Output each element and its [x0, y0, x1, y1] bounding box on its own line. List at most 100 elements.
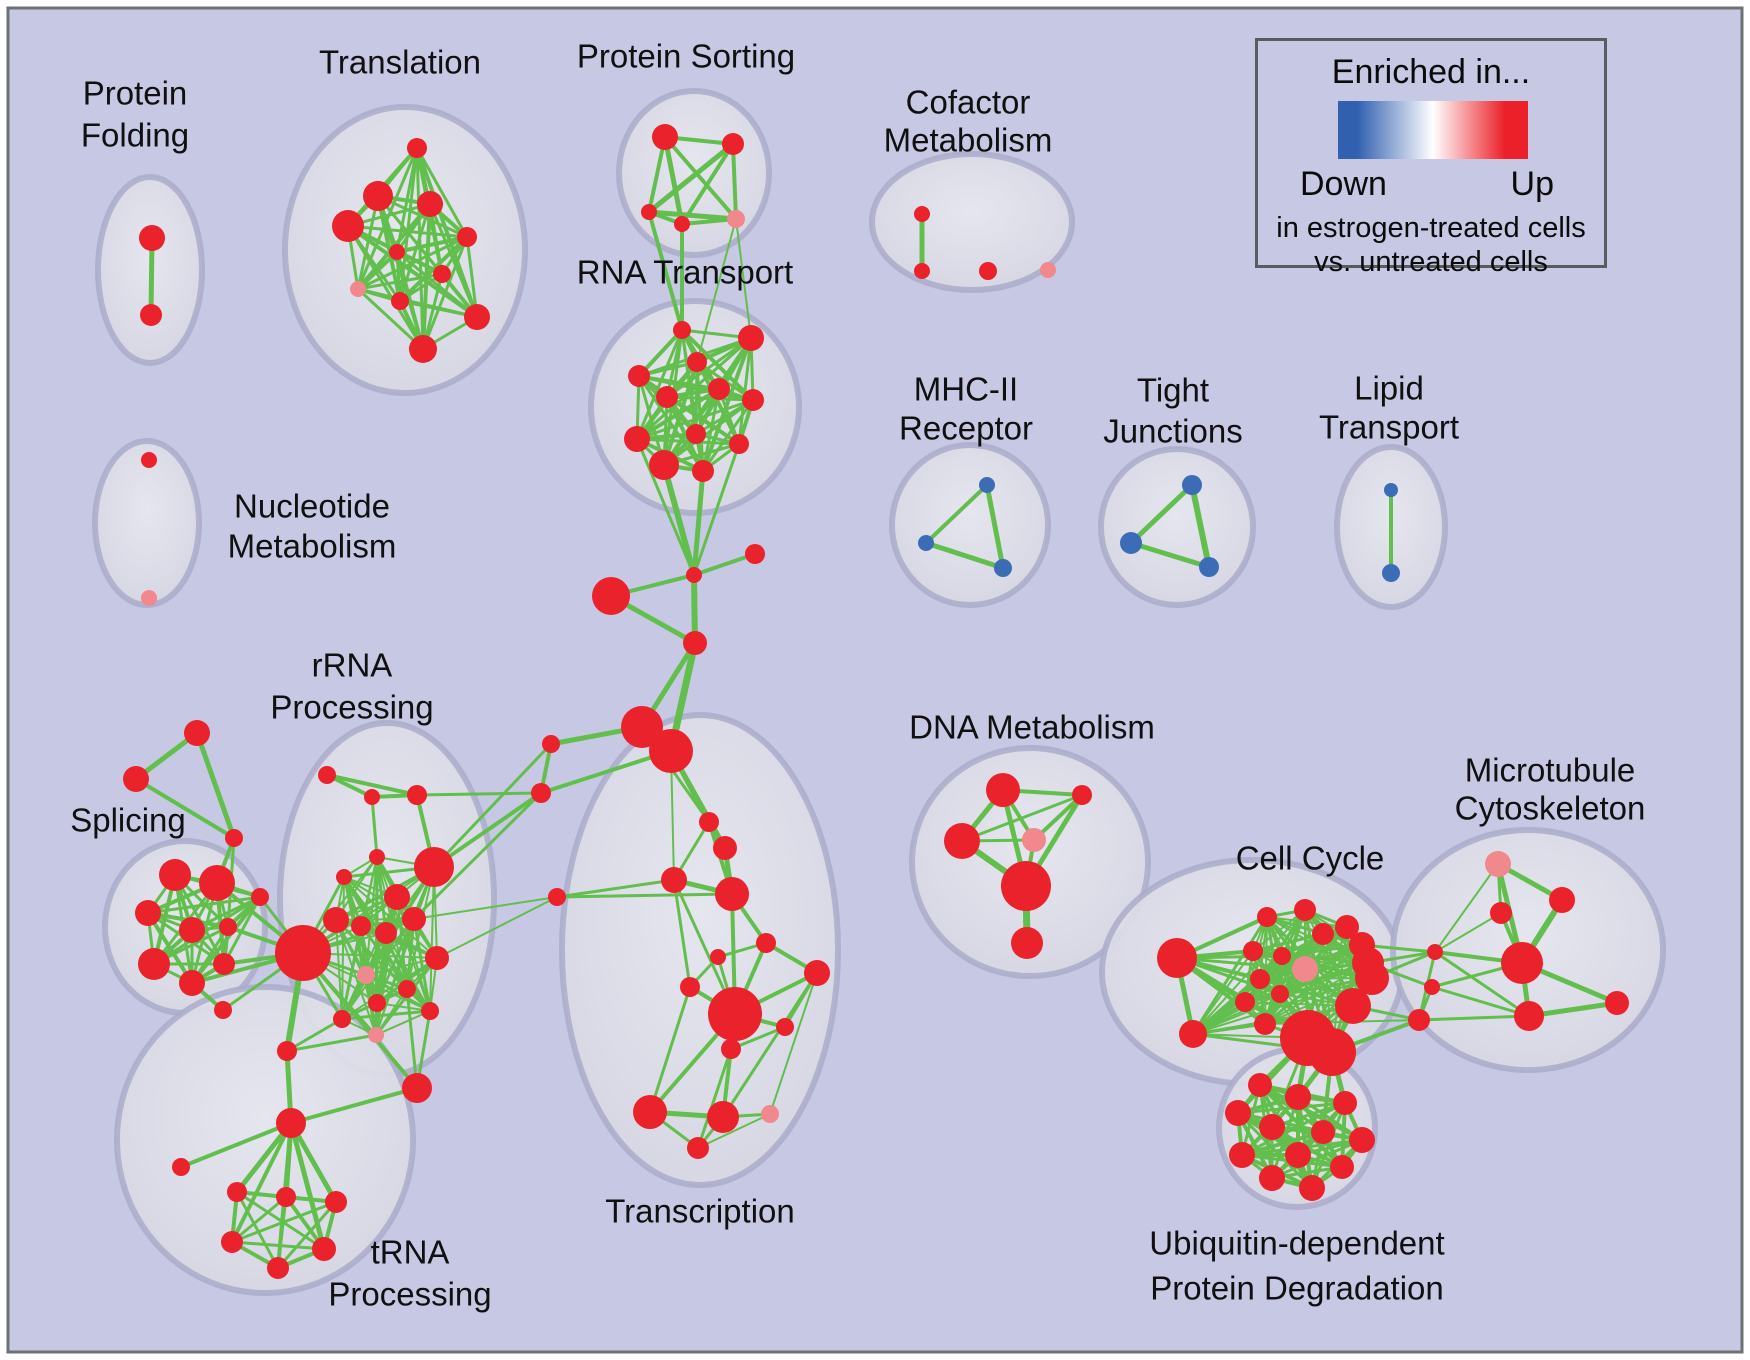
gene-set-node-splicing-2[interactable]: [135, 900, 161, 926]
gene-set-node-splicing-5[interactable]: [251, 888, 269, 906]
gene-set-node-rrna-processing-16[interactable]: [333, 1010, 351, 1028]
gene-set-node-connectors-8[interactable]: [548, 888, 566, 906]
gene-set-node-rrna-processing-7[interactable]: [323, 907, 349, 933]
gene-set-node-cell-cycle-12[interactable]: [1235, 992, 1255, 1012]
gene-set-node-ubiquitin-degradation-2[interactable]: [1225, 1100, 1251, 1126]
gene-set-node-microtubule-cytoskeleton-2[interactable]: [1490, 902, 1512, 924]
gene-set-node-rrna-processing-2[interactable]: [407, 785, 427, 805]
gene-set-node-translation-8[interactable]: [391, 292, 409, 310]
gene-set-node-transcription-13[interactable]: [761, 1105, 779, 1123]
gene-set-node-trna-processing-1[interactable]: [227, 1182, 247, 1202]
gene-set-node-mhc-ii-receptor-0[interactable]: [979, 477, 995, 493]
gene-set-node-ubiquitin-degradation-6[interactable]: [1349, 1127, 1375, 1153]
gene-set-node-connectors-0[interactable]: [686, 567, 702, 583]
gene-set-node-connectors-6[interactable]: [542, 735, 560, 753]
gene-set-node-rrna-processing-12[interactable]: [425, 946, 449, 970]
gene-set-node-ubiquitin-degradation-1[interactable]: [1285, 1084, 1311, 1110]
gene-set-node-rna-transport-1[interactable]: [738, 325, 764, 351]
gene-set-node-cell-cycle-18[interactable]: [1355, 961, 1389, 995]
gene-set-node-transcription-1[interactable]: [713, 836, 737, 860]
gene-set-node-connectors-1[interactable]: [745, 544, 765, 564]
gene-set-node-transcription-10[interactable]: [721, 1039, 741, 1059]
gene-set-node-cell-cycle-2[interactable]: [1294, 899, 1316, 921]
gene-set-node-nucleotide-metabolism-1[interactable]: [141, 590, 157, 606]
gene-set-node-dna-metabolism-3[interactable]: [1022, 828, 1046, 852]
gene-set-node-cell-cycle-8[interactable]: [1292, 956, 1318, 982]
gene-set-node-rrna-processing-8[interactable]: [351, 916, 371, 936]
gene-set-node-dna-metabolism-2[interactable]: [944, 823, 980, 859]
gene-set-node-splicing-6[interactable]: [138, 948, 170, 980]
gene-set-node-translation-4[interactable]: [457, 227, 477, 247]
gene-set-node-cofactor-metabolism-2[interactable]: [979, 262, 997, 280]
gene-set-node-cofactor-metabolism-3[interactable]: [1040, 262, 1056, 278]
gene-set-node-mhc-ii-receptor-2[interactable]: [994, 559, 1012, 577]
gene-set-node-transcription-8[interactable]: [804, 960, 830, 986]
gene-set-node-splicing-4[interactable]: [219, 918, 237, 936]
gene-set-node-cofactor-metabolism-1[interactable]: [914, 263, 930, 279]
gene-set-node-translation-9[interactable]: [464, 304, 490, 330]
gene-set-node-cell-cycle-7[interactable]: [1273, 947, 1291, 965]
gene-set-node-ubiquitin-degradation-9[interactable]: [1330, 1155, 1354, 1179]
gene-set-node-transcription-9[interactable]: [776, 1018, 794, 1036]
gene-set-node-microtubule-cytoskeleton-6[interactable]: [1514, 1001, 1544, 1031]
gene-set-node-microtubule-cytoskeleton-0[interactable]: [1485, 851, 1511, 877]
gene-set-node-trna-processing-4[interactable]: [221, 1231, 243, 1253]
gene-set-node-splicing-3[interactable]: [179, 917, 205, 943]
gene-set-node-rna-transport-3[interactable]: [628, 365, 650, 387]
gene-set-node-cell-cycle-13[interactable]: [1254, 1013, 1276, 1035]
gene-set-node-tight-junctions-2[interactable]: [1199, 557, 1219, 577]
gene-set-node-trna-processing-5[interactable]: [312, 1237, 336, 1261]
gene-set-node-transcription-7[interactable]: [708, 987, 762, 1041]
gene-set-node-transcription-5[interactable]: [710, 949, 726, 965]
gene-set-node-cell-cycle-1[interactable]: [1257, 907, 1277, 927]
gene-set-node-rna-transport-7[interactable]: [624, 426, 650, 452]
gene-set-node-ubiquitin-degradation-8[interactable]: [1285, 1142, 1311, 1168]
gene-set-node-translation-3[interactable]: [332, 210, 364, 242]
gene-set-node-ubiquitin-degradation-4[interactable]: [1259, 1114, 1285, 1140]
gene-set-node-rrna-processing-4[interactable]: [336, 869, 352, 885]
gene-set-node-transcription-0[interactable]: [699, 812, 719, 832]
gene-set-node-rrna-processing-18[interactable]: [368, 1027, 384, 1043]
gene-set-node-trna-processing-2[interactable]: [276, 1187, 296, 1207]
gene-set-node-lipid-transport-1[interactable]: [1382, 564, 1400, 582]
gene-set-node-tight-junctions-1[interactable]: [1120, 532, 1142, 554]
gene-set-node-transcription-14[interactable]: [687, 1137, 709, 1159]
gene-set-node-transcription-2[interactable]: [661, 867, 687, 893]
gene-set-node-translation-2[interactable]: [417, 191, 443, 217]
gene-set-node-dna-metabolism-5[interactable]: [1011, 927, 1043, 959]
gene-set-node-splicing-0[interactable]: [159, 859, 191, 891]
gene-set-node-mhc-ii-receptor-1[interactable]: [918, 535, 934, 551]
gene-set-node-rna-transport-5[interactable]: [708, 378, 730, 400]
gene-set-node-nucleotide-metabolism-0[interactable]: [141, 452, 157, 468]
gene-set-node-connectors-7[interactable]: [531, 783, 551, 803]
gene-set-node-ubiquitin-degradation-11[interactable]: [1299, 1175, 1325, 1201]
gene-set-node-cell-cycle-17[interactable]: [1335, 988, 1371, 1024]
gene-set-node-transcription-6[interactable]: [680, 977, 700, 997]
gene-set-node-rrna-processing-11[interactable]: [275, 925, 331, 981]
gene-set-node-trna-processing-0[interactable]: [276, 1108, 306, 1138]
gene-set-node-cell-cycle-4[interactable]: [1335, 915, 1359, 939]
gene-set-node-connectors-3[interactable]: [683, 631, 707, 655]
gene-set-node-rrna-processing-13[interactable]: [357, 966, 375, 984]
gene-set-node-microtubule-cytoskeleton-3[interactable]: [1427, 944, 1443, 960]
gene-set-node-translation-10[interactable]: [409, 335, 437, 363]
gene-set-node-microtubule-cytoskeleton-8[interactable]: [1408, 1009, 1430, 1031]
gene-set-node-protein-folding-0[interactable]: [139, 225, 165, 251]
gene-set-node-microtubule-cytoskeleton-1[interactable]: [1549, 887, 1575, 913]
gene-set-node-ubiquitin-degradation-10[interactable]: [1259, 1165, 1285, 1191]
gene-set-node-cell-cycle-14[interactable]: [1179, 1020, 1207, 1048]
gene-set-node-cell-cycle-3[interactable]: [1312, 923, 1334, 945]
gene-set-node-microtubule-cytoskeleton-5[interactable]: [1424, 979, 1440, 995]
gene-set-node-splicing-8[interactable]: [213, 953, 235, 975]
gene-set-node-rrna-processing-9[interactable]: [375, 922, 397, 944]
gene-set-node-rrna-processing-6[interactable]: [384, 884, 410, 910]
gene-set-node-transcription-4[interactable]: [756, 933, 776, 953]
gene-set-node-trna-processing-7[interactable]: [172, 1158, 190, 1176]
gene-set-node-rna-transport-4[interactable]: [656, 386, 678, 408]
gene-set-node-translation-6[interactable]: [433, 265, 451, 283]
gene-set-node-translation-0[interactable]: [407, 138, 427, 158]
gene-set-node-microtubule-cytoskeleton-4[interactable]: [1501, 942, 1543, 984]
gene-set-node-rrna-processing-1[interactable]: [364, 789, 380, 805]
gene-set-node-rna-transport-9[interactable]: [729, 434, 749, 454]
gene-set-node-rrna-processing-14[interactable]: [398, 980, 416, 998]
